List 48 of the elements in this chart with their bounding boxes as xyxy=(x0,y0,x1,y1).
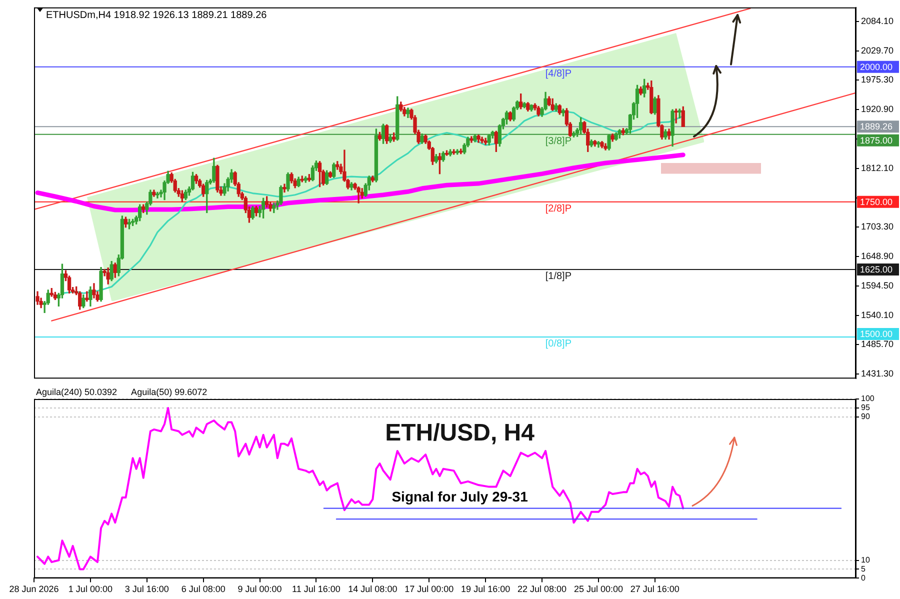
candlestick xyxy=(674,108,678,124)
text: Aguila(50) 99.6072 xyxy=(131,386,208,397)
x-tick-label: 11 Jul 16:00 xyxy=(292,584,340,594)
ref-line-label: [4/8]P xyxy=(545,68,572,80)
text: Aguila(240) 50.0392 xyxy=(36,386,118,397)
x-tick-label: 27 Jul 16:00 xyxy=(630,584,680,594)
y-tick-label: 1920.90 xyxy=(861,104,894,114)
y-tick-label: 1975.30 xyxy=(861,74,894,85)
x-tick-label: 9 Jul 00:00 xyxy=(238,584,282,594)
ref-line-label: [3/8]P xyxy=(545,136,572,148)
y-tick-label: 1703.30 xyxy=(861,222,894,232)
x-tick-label: 28 Jun 2026 xyxy=(9,584,59,594)
y-tick-label: 1648.90 xyxy=(861,251,894,262)
y-tick-label: 1594.50 xyxy=(861,280,894,290)
ref-line-label: [2/8]P xyxy=(545,204,572,215)
y-tick-label: 5 xyxy=(861,564,866,574)
y-tick-label: 10 xyxy=(861,555,870,564)
text: 1625.00 xyxy=(860,264,893,274)
y-tick-label: 100 xyxy=(861,394,875,404)
x-tick-label: 6 Jul 08:00 xyxy=(181,584,226,594)
ref-line-label: [1/8]P xyxy=(545,271,572,282)
y-tick-label: 0 xyxy=(861,573,866,582)
y-tick-label: 1812.10 xyxy=(861,162,894,173)
text: 1500.00 xyxy=(860,328,893,339)
y-tick-label: 1485.70 xyxy=(861,339,894,350)
x-tick-label: 17 Jul 00:00 xyxy=(404,584,454,594)
x-tick-label: 25 Jul 00:00 xyxy=(574,584,623,594)
text: 1889.26 xyxy=(860,122,893,132)
text: 1875.00 xyxy=(860,135,893,146)
ref-line-label: [0/8]P xyxy=(545,338,572,350)
candlestick xyxy=(480,136,484,144)
chart-title: ETHUSDm,H4 1918.92 1926.13 1889.21 1889.26 xyxy=(46,10,268,22)
y-tick-label: 2029.70 xyxy=(861,45,894,56)
y-tick-label: 95 xyxy=(861,403,870,412)
y-tick-label: 90 xyxy=(861,412,870,422)
y-tick-label: 1431.30 xyxy=(861,368,894,379)
y-tick-label: 2084.10 xyxy=(861,16,894,26)
candlestick xyxy=(156,192,160,198)
x-tick-label: 14 Jul 08:00 xyxy=(348,584,398,594)
x-tick-label: 19 Jul 16:00 xyxy=(461,584,510,594)
x-tick-label: 22 Jul 08:00 xyxy=(517,584,567,594)
x-tick-label: 1 Jul 00:00 xyxy=(68,584,112,594)
text: 2000.00 xyxy=(860,62,893,72)
text: Signal for July 29-31 xyxy=(392,488,528,504)
y-tick-label: 1540.10 xyxy=(861,310,894,320)
x-tick-label: 3 Jul 16:00 xyxy=(124,584,169,594)
text: 1750.00 xyxy=(860,196,893,207)
text: ETH/USD, H4 xyxy=(385,420,536,447)
